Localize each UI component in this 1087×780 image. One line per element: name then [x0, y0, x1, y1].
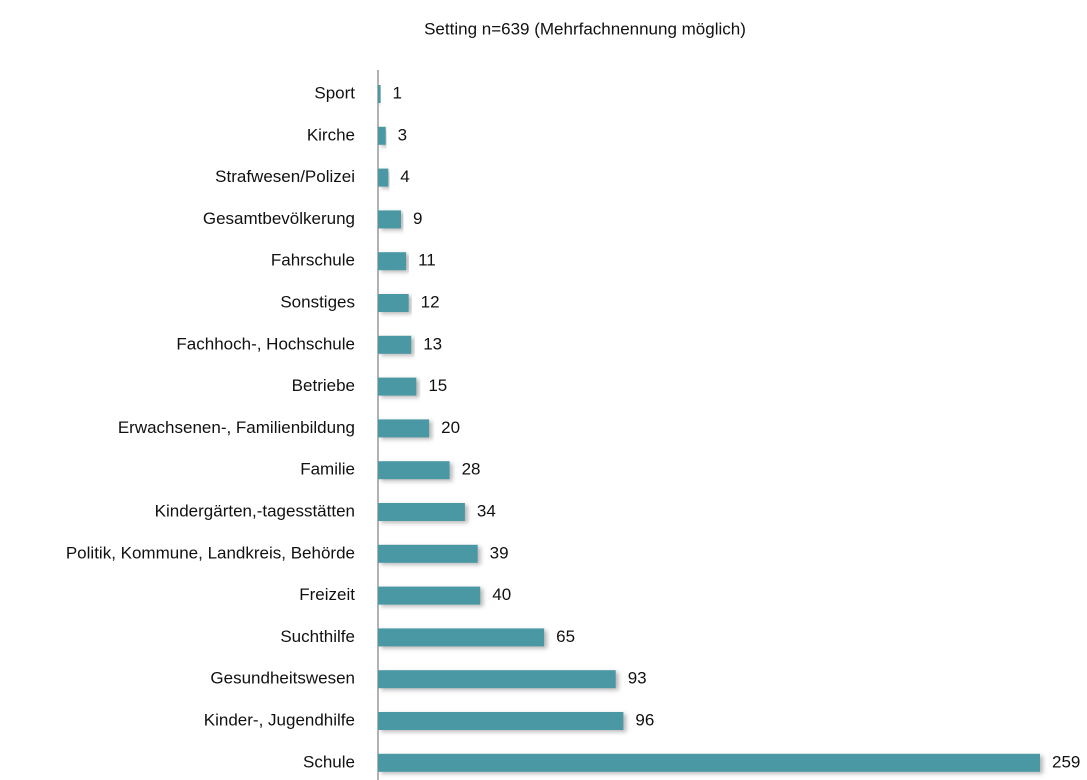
bar — [378, 712, 624, 730]
bar — [378, 503, 465, 521]
bar — [378, 168, 389, 187]
category-label: Kirche — [307, 125, 355, 144]
value-label: 259 — [1052, 752, 1080, 771]
category-label: Erwachsenen-, Familienbildung — [118, 418, 355, 437]
category-label: Strafwesen/Polizei — [215, 167, 355, 186]
category-label: Sport — [314, 83, 355, 102]
value-label: 1 — [393, 83, 402, 102]
bar — [378, 126, 386, 145]
bar — [378, 294, 409, 312]
category-label: Politik, Kommune, Landkreis, Behörde — [66, 543, 355, 562]
value-label: 34 — [477, 501, 496, 520]
value-label: 4 — [400, 167, 409, 186]
chart-title: Setting n=639 (Mehrfachnennung möglich) — [424, 19, 746, 38]
category-label: Freizeit — [299, 585, 355, 604]
value-label: 65 — [556, 627, 575, 646]
category-label: Sonstiges — [280, 292, 355, 311]
bar — [378, 753, 1040, 772]
bar — [378, 461, 450, 480]
category-label: Fahrschule — [271, 251, 355, 270]
value-label: 39 — [490, 543, 509, 562]
value-label: 40 — [492, 585, 511, 604]
bar — [378, 335, 412, 354]
category-label: Fachhoch-, Hochschule — [176, 334, 355, 353]
category-label: Gesundheitswesen — [210, 669, 355, 688]
category-label: Betriebe — [292, 376, 355, 395]
value-label: 28 — [462, 460, 481, 479]
value-label: 20 — [441, 418, 460, 437]
value-label: 96 — [635, 710, 654, 729]
value-label: 12 — [421, 292, 440, 311]
bar — [378, 377, 417, 396]
category-label: Kindergärten,-tagesstätten — [155, 501, 355, 520]
bar — [378, 544, 478, 563]
category-label: Gesamtbevölkerung — [203, 209, 355, 228]
category-label: Kinder-, Jugendhilfe — [204, 710, 355, 729]
bar — [378, 252, 407, 271]
bar — [378, 85, 381, 103]
value-label: 15 — [428, 376, 447, 395]
bar — [378, 586, 481, 605]
value-label: 3 — [398, 125, 407, 144]
value-label: 13 — [423, 334, 442, 353]
bar — [378, 670, 616, 689]
value-label: 9 — [413, 209, 422, 228]
bar — [378, 628, 545, 647]
value-label: 93 — [628, 669, 647, 688]
category-label: Suchthilfe — [280, 627, 355, 646]
bar — [378, 210, 402, 229]
category-label: Schule — [303, 752, 355, 771]
bar — [378, 419, 430, 438]
value-label: 11 — [418, 251, 436, 270]
category-label: Familie — [300, 460, 355, 479]
